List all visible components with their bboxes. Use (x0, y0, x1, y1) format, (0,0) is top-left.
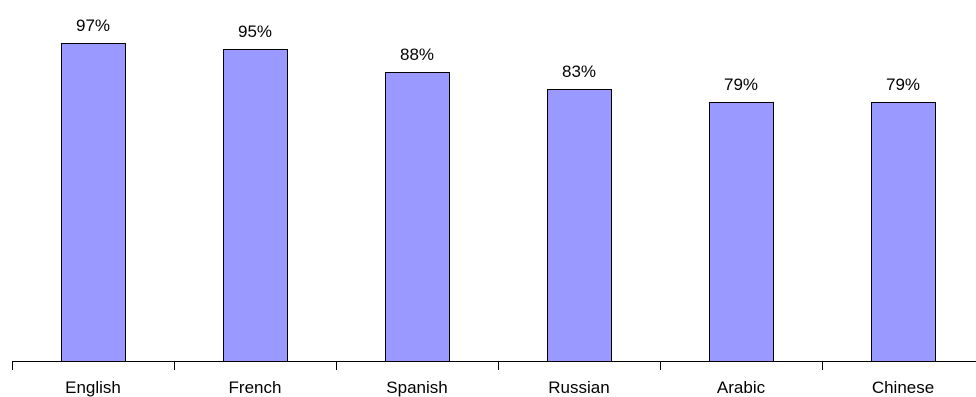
data-label-spanish: 88% (400, 45, 434, 64)
data-label-arabic: 79% (724, 75, 758, 94)
x-axis-ticks (12, 361, 823, 370)
bar-english (61, 43, 126, 362)
x-tick-label-russian: Russian (548, 378, 609, 397)
data-label-chinese: 79% (886, 75, 920, 94)
data-label-french: 95% (238, 22, 272, 41)
bar-arabic (709, 102, 774, 362)
x-tick-label-spanish: Spanish (386, 378, 447, 397)
x-axis-tick-labels: English French Spanish Russian Arabic Chinese (65, 378, 934, 397)
x-tick-label-french: French (229, 378, 282, 397)
bars-layer (61, 43, 936, 362)
data-label-russian: 83% (562, 62, 596, 81)
bar-russian (547, 89, 612, 362)
bar-french (223, 49, 288, 362)
x-tick-label-arabic: Arabic (717, 378, 766, 397)
bar-chinese (871, 102, 936, 362)
data-labels-layer: 97% 95% 88% 83% 79% 79% (76, 16, 920, 94)
data-label-english: 97% (76, 16, 110, 35)
bar-spanish (385, 72, 450, 362)
x-tick-label-english: English (65, 378, 121, 397)
x-tick-label-chinese: Chinese (872, 378, 934, 397)
